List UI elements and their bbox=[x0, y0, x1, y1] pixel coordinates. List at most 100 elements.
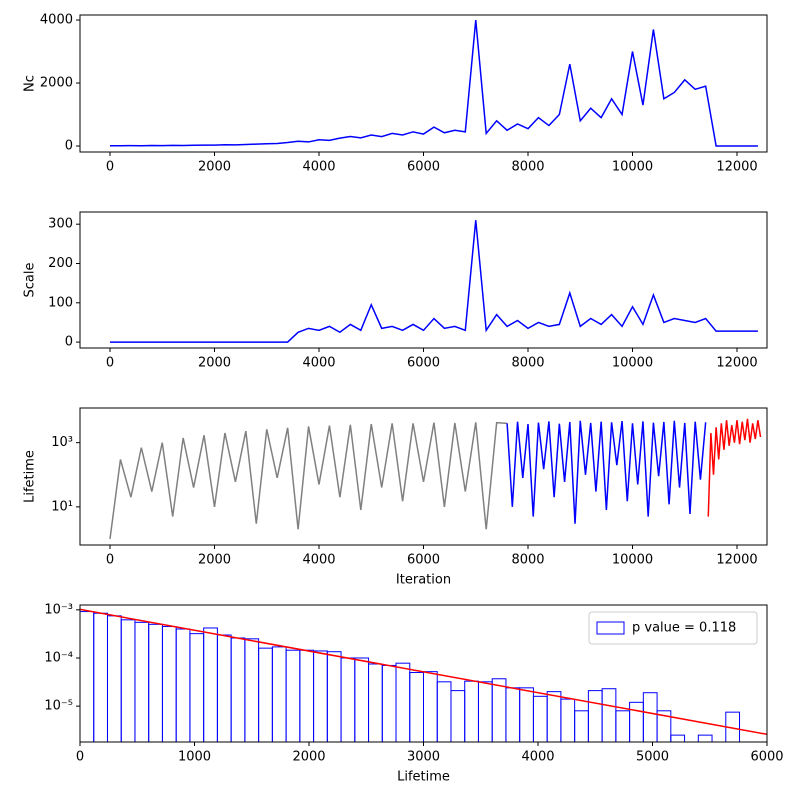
histogram-bar bbox=[491, 678, 507, 743]
histogram-bar bbox=[285, 649, 301, 743]
x-tick-label: 5000 bbox=[636, 750, 669, 765]
histogram-bar bbox=[587, 690, 603, 743]
x-tick-label: 0 bbox=[106, 160, 114, 175]
histogram-bar bbox=[409, 671, 425, 743]
histogram-bar bbox=[79, 611, 95, 743]
y-axis-label: Nc bbox=[23, 75, 38, 92]
y-tick-label: 300 bbox=[48, 217, 73, 232]
histogram-bar bbox=[546, 691, 562, 743]
histogram-bar bbox=[368, 663, 383, 743]
y-tick-label: 4000 bbox=[40, 13, 73, 28]
histogram-bar bbox=[519, 687, 534, 743]
data-line bbox=[506, 420, 707, 524]
axes-frame bbox=[79, 604, 768, 743]
histogram-bar bbox=[464, 680, 479, 743]
x-axis-label: Iteration bbox=[396, 573, 451, 588]
histogram-bar bbox=[230, 637, 246, 743]
x-tick-label: 0 bbox=[106, 356, 114, 371]
x-tick-label: 10000 bbox=[612, 356, 653, 371]
axes-frame bbox=[79, 14, 768, 153]
x-tick-label: 6000 bbox=[750, 750, 783, 765]
histogram-bar bbox=[697, 734, 713, 743]
legend-box bbox=[588, 611, 758, 645]
histogram-bar bbox=[120, 619, 136, 743]
histogram-bar bbox=[175, 628, 191, 743]
x-tick-label: 12000 bbox=[716, 553, 757, 568]
histogram-bar bbox=[642, 692, 658, 743]
y-tick-label: 10⁻⁴ bbox=[44, 650, 73, 665]
x-tick-label: 4000 bbox=[302, 553, 335, 568]
data-line bbox=[109, 19, 758, 147]
x-tick-label: 2000 bbox=[292, 750, 325, 765]
x-tick-label: 8000 bbox=[511, 356, 544, 371]
y-tick-label: 0 bbox=[65, 139, 73, 154]
histogram-bar bbox=[271, 646, 287, 743]
axes-frame bbox=[79, 211, 768, 349]
histogram-bar bbox=[395, 662, 411, 743]
histogram-bar bbox=[161, 626, 177, 743]
axes-frame bbox=[79, 407, 768, 546]
x-tick-label: 3000 bbox=[407, 750, 440, 765]
y-tick-label: 100 bbox=[48, 295, 73, 310]
histogram-bar bbox=[560, 698, 576, 743]
histogram-bar bbox=[258, 647, 273, 743]
histogram-bar bbox=[189, 633, 205, 743]
histogram-bar bbox=[450, 690, 466, 743]
histogram-bar bbox=[340, 657, 356, 743]
legend-label: p value = 0.118 bbox=[632, 621, 736, 636]
y-axis-label: Scale bbox=[23, 263, 38, 298]
x-tick-label: 10000 bbox=[612, 553, 653, 568]
x-tick-label: 10000 bbox=[612, 160, 653, 175]
histogram-bar bbox=[216, 634, 232, 743]
x-tick-label: 2000 bbox=[198, 160, 231, 175]
x-axis-label: Lifetime bbox=[397, 770, 450, 785]
x-tick-label: 6000 bbox=[407, 356, 440, 371]
histogram-bar bbox=[505, 687, 521, 743]
histogram-bar bbox=[313, 650, 328, 743]
histogram-bar bbox=[629, 701, 644, 743]
fit-line bbox=[80, 608, 767, 736]
data-line bbox=[109, 421, 508, 540]
histogram-bar bbox=[326, 651, 342, 743]
data-line bbox=[109, 220, 758, 343]
y-tick-label: 10⁻⁵ bbox=[44, 699, 73, 714]
x-tick-label: 0 bbox=[106, 553, 114, 568]
x-tick-label: 4000 bbox=[302, 160, 335, 175]
histogram-bar bbox=[93, 612, 108, 743]
x-tick-label: 1000 bbox=[178, 750, 211, 765]
histogram-bar bbox=[244, 638, 260, 743]
histogram-bar bbox=[148, 623, 163, 743]
x-tick-label: 4000 bbox=[302, 356, 335, 371]
y-tick-label: 0 bbox=[65, 335, 73, 350]
histogram-bar bbox=[477, 681, 493, 743]
x-tick-label: 2000 bbox=[198, 356, 231, 371]
x-tick-label: 0 bbox=[76, 750, 84, 765]
x-tick-label: 8000 bbox=[511, 160, 544, 175]
legend-swatch bbox=[596, 621, 625, 635]
y-axis-label: Lifetime bbox=[23, 450, 38, 503]
histogram-bar bbox=[381, 664, 397, 743]
x-tick-label: 4000 bbox=[521, 750, 554, 765]
y-tick-label: 10¹ bbox=[51, 499, 73, 514]
histogram-bar bbox=[354, 657, 370, 743]
y-tick-label: 2000 bbox=[40, 76, 73, 91]
x-tick-label: 12000 bbox=[716, 356, 757, 371]
histogram-bar bbox=[670, 734, 686, 743]
histogram-bar bbox=[299, 649, 315, 743]
y-tick-label: 200 bbox=[48, 256, 73, 271]
data-line bbox=[707, 418, 762, 517]
y-tick-label: 10⁻³ bbox=[44, 602, 73, 617]
y-tick-label: 10³ bbox=[51, 435, 73, 450]
histogram-bar bbox=[134, 621, 150, 743]
histogram-bar bbox=[574, 710, 589, 743]
histogram-bar bbox=[436, 681, 452, 743]
histogram-bar bbox=[423, 671, 438, 743]
x-tick-label: 8000 bbox=[511, 553, 544, 568]
x-tick-label: 12000 bbox=[716, 160, 757, 175]
histogram-bar bbox=[532, 695, 548, 743]
histogram-bar bbox=[615, 710, 631, 743]
x-tick-label: 6000 bbox=[407, 553, 440, 568]
histogram-bar bbox=[203, 627, 218, 743]
histogram-bar bbox=[601, 688, 617, 743]
